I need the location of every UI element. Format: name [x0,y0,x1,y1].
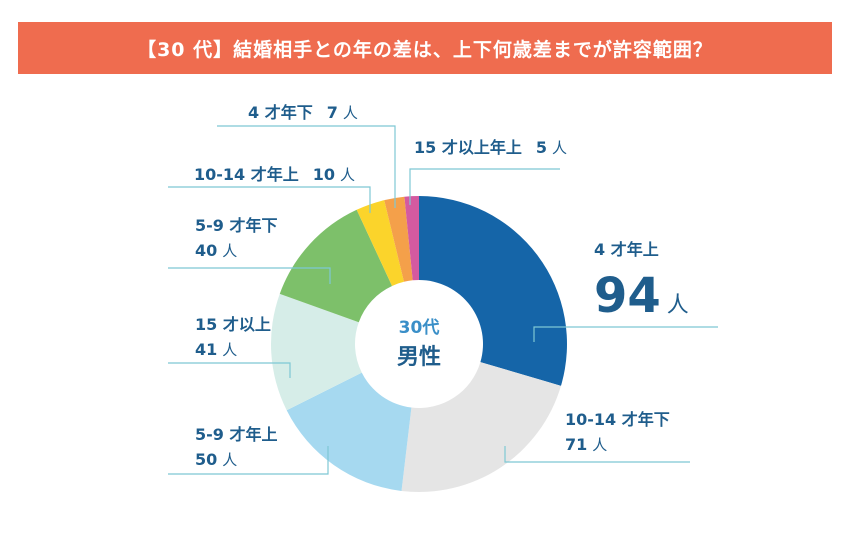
slice-unit-2: 人 [222,451,237,469]
slice-value-3: 41 [195,340,217,359]
slice-value-1: 71 [565,435,587,454]
chart-title: 【30 代】結婚相手との年の差は、上下何歳差までが許容範囲？ [18,22,832,74]
center-label-group: 30代 [399,317,440,338]
slice-value-6: 7 [327,103,338,122]
slice-unit-5: 人 [340,166,355,184]
slice-unit-3: 人 [222,341,237,359]
slice-label-7-line-0: 15 才以上年上 5 人 [414,138,567,157]
slice-label-0-line-1: 94 人 [594,268,689,324]
leader-line-3 [168,362,291,378]
slice-3 [271,293,362,411]
slice-label-2-line-0: 5-9 才年上 [195,425,277,444]
slice-unit-0: 人 [667,293,689,318]
slice-5 [356,200,404,286]
slice-label-5-line-0: 10-14 才年上 10 人 [194,165,355,184]
slice-4 [279,209,393,323]
leader-line-1 [504,446,690,463]
donut-slices [271,196,567,492]
slice-label-3-line-1: 41 人 [195,340,237,359]
slice-label-4-line-0: 5-9 才年下 [195,216,277,235]
slice-unit-4: 人 [222,242,237,260]
slice-unit-6: 人 [343,104,358,122]
slice-label-6: 4 才年下 [248,103,313,122]
slice-label-1-line-1: 71 人 [565,435,607,454]
slice-label-2: 5-9 才年上 [195,425,277,444]
slice-0 [419,196,567,386]
leader-line-6 [217,125,396,208]
slice-value-0: 94 [594,268,661,324]
leader-line-5 [168,186,371,213]
slice-value-5: 10 [313,165,335,184]
leader-line-0 [533,326,718,342]
slice-label-3-line-0: 15 才以上 [195,315,271,334]
slice-label-0-line-0: 4 才年上 [594,240,659,259]
slice-label-5: 10-14 才年上 [194,165,299,184]
slice-label-1-line-0: 10-14 才年下 [565,410,670,429]
slice-label-6-line-0: 4 才年下 7 人 [248,103,358,122]
leader-line-4 [168,267,331,284]
slice-7 [404,196,419,281]
slice-unit-1: 人 [592,436,607,454]
slice-label-3: 15 才以上 [195,315,271,334]
leader-lines [168,125,718,475]
slice-label-4-line-1: 40 人 [195,241,237,260]
slice-label-7: 15 才以上年上 [414,138,522,157]
leader-line-2 [168,446,329,475]
center-label-gender: 男性 [397,345,441,370]
slice-2 [286,372,412,491]
slice-label-4: 5-9 才年下 [195,216,277,235]
slice-label-2-line-1: 50 人 [195,450,237,469]
leader-line-7 [409,168,560,205]
slice-value-7: 5 [536,138,547,157]
slice-value-4: 40 [195,241,217,260]
slice-label-1: 10-14 才年下 [565,410,670,429]
slice-1 [401,362,561,492]
slice-unit-7: 人 [552,139,567,157]
slice-label-0: 4 才年上 [594,240,659,259]
slice-value-2: 50 [195,450,217,469]
slice-6 [384,196,413,282]
